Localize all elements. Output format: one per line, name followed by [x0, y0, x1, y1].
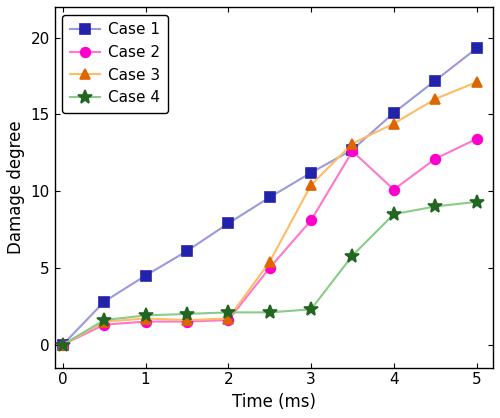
Case 2 [101, 322, 107, 327]
Case 3 [184, 318, 190, 323]
Case 3 [391, 121, 397, 126]
Case 1 [432, 78, 438, 83]
Case 2 [60, 342, 66, 347]
Case 4 [101, 318, 107, 323]
X-axis label: Time (ms): Time (ms) [232, 393, 316, 411]
Case 4 [350, 253, 356, 258]
Case 1 [308, 170, 314, 175]
Line: Case 4: Case 4 [56, 195, 484, 352]
Case 1 [226, 221, 232, 226]
Case 3 [350, 141, 356, 146]
Case 1 [142, 273, 148, 278]
Case 1 [266, 195, 272, 200]
Line: Case 1: Case 1 [58, 43, 482, 349]
Case 1 [350, 147, 356, 152]
Case 4 [474, 199, 480, 204]
Case 4 [226, 310, 232, 315]
Case 2 [226, 318, 232, 323]
Case 3 [432, 97, 438, 102]
Case 1 [101, 299, 107, 304]
Case 2 [266, 265, 272, 270]
Case 4 [60, 342, 66, 347]
Y-axis label: Damage degree: Damage degree [7, 120, 25, 254]
Case 3 [60, 342, 66, 347]
Case 3 [266, 259, 272, 264]
Case 2 [142, 319, 148, 324]
Case 1 [391, 110, 397, 115]
Case 4 [142, 313, 148, 318]
Case 2 [432, 156, 438, 161]
Case 3 [474, 80, 480, 85]
Case 1 [60, 342, 66, 347]
Case 2 [350, 149, 356, 154]
Case 4 [391, 212, 397, 217]
Case 1 [184, 248, 190, 253]
Case 3 [226, 316, 232, 321]
Case 3 [308, 183, 314, 188]
Case 3 [101, 319, 107, 324]
Case 4 [266, 310, 272, 315]
Case 2 [184, 319, 190, 324]
Case 2 [391, 187, 397, 192]
Case 2 [474, 136, 480, 141]
Line: Case 3: Case 3 [58, 77, 482, 349]
Case 4 [184, 311, 190, 316]
Case 1 [474, 46, 480, 51]
Case 3 [142, 316, 148, 321]
Case 2 [308, 218, 314, 223]
Case 4 [432, 204, 438, 209]
Case 4 [308, 307, 314, 312]
Line: Case 2: Case 2 [58, 134, 482, 349]
Legend: Case 1, Case 2, Case 3, Case 4: Case 1, Case 2, Case 3, Case 4 [62, 15, 168, 113]
